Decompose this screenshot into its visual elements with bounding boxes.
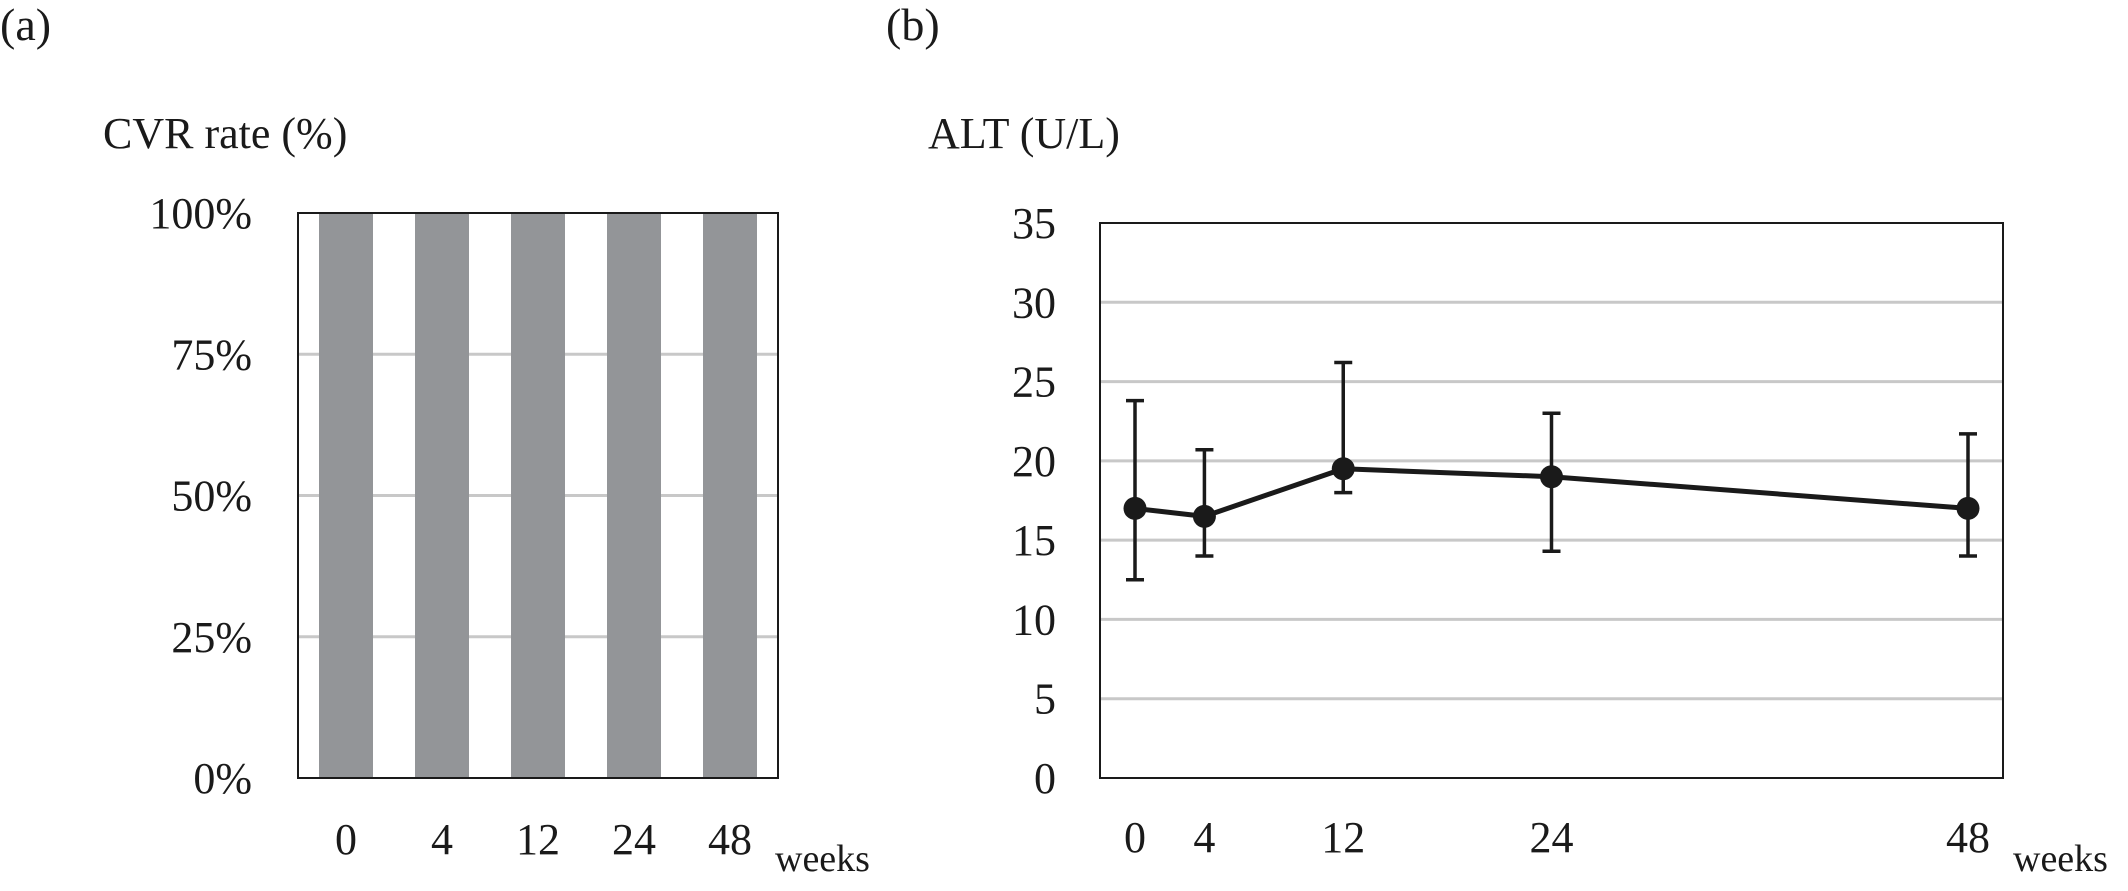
panel-b-data-point [1540,465,1563,489]
panel-a-y-tick-labels: 0% 25% 50% 75% 100% [149,189,252,803]
panel-a-x-tick-label: 24 [612,815,656,864]
panel-a-xlabel: weeks [775,838,870,880]
panel-a-y-tick-label: 50% [171,472,252,521]
panel-b-y-tick-label: 25 [1012,358,1056,407]
panel-b-x-tick-label: 24 [1530,813,1574,862]
panel-a-ylabel: CVR rate (%) [103,109,347,158]
panel-a-y-tick-label: 25% [171,613,252,662]
panel-b-x-tick-label: 48 [1946,813,1990,862]
panel-b-data-point [1956,496,1980,520]
panel-a-label: (a) [0,0,51,50]
panel-b-y-tick-label: 35 [1012,199,1056,248]
panel-b-y-tick-label: 0 [1034,754,1056,803]
panel-b-y-tick-label: 20 [1012,437,1056,486]
panel-a-bar [703,213,757,778]
panel-b-points [1123,457,1980,528]
panel-b-x-tick-label: 12 [1321,813,1365,862]
panel-a-y-tick-label: 0% [193,754,252,803]
panel-a: (a) CVR rate (%) 0% 25% 50% 75% 100% 0 4 12 24 4… [0,0,870,880]
panel-b-data-point [1123,496,1147,520]
panel-b-x-tick-label: 0 [1124,813,1146,862]
panel-b-xlabel: weeks [2013,838,2108,880]
panel-b-data-point [1192,504,1216,528]
panel-b-y-tick-label: 10 [1012,595,1056,644]
panel-a-x-tick-label: 0 [335,815,357,864]
panel-a-bar [319,213,373,778]
panel-b-x-tick-label: 4 [1193,813,1215,862]
panel-a-bar [607,213,661,778]
panel-a-bar [415,213,469,778]
panel-a-x-tick-label: 12 [516,815,560,864]
panel-a-y-tick-label: 100% [149,189,252,238]
panel-a-x-tick-label: 4 [431,815,453,864]
panel-a-bar [511,213,565,778]
panel-b-label: (b) [886,0,940,50]
panel-b-y-tick-label: 5 [1034,675,1056,724]
panel-b-y-tick-label: 15 [1012,516,1056,565]
panel-b-data-point [1331,457,1355,481]
panel-b-y-tick-label: 30 [1012,278,1056,327]
panel-a-x-tick-label: 48 [708,815,752,864]
panel-a-x-tick-labels: 0 4 12 24 48 [335,815,752,864]
panel-a-bars [319,213,757,778]
panel-a-y-tick-label: 75% [171,330,252,379]
panel-b-plot-frame [1099,222,2004,779]
panel-a-plot-frame [297,212,779,779]
panel-b-ylabel: ALT (U/L) [928,109,1120,158]
panel-b-y-tick-labels: 0 5 10 15 20 25 30 35 [1012,199,1056,803]
panel-b-x-tick-labels: 0 4 12 24 48 [1124,813,1990,862]
